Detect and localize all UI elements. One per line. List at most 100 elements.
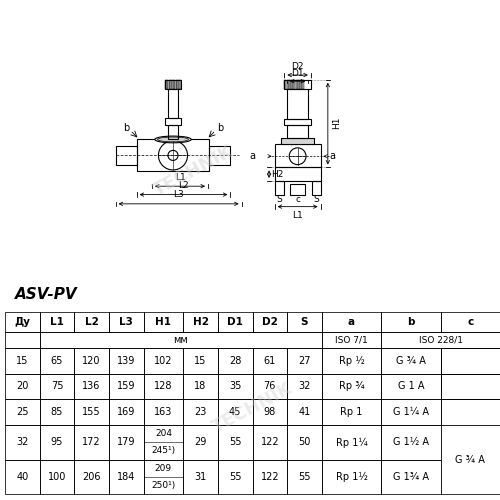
Bar: [381, 426, 440, 460]
Bar: [5, 460, 40, 494]
Text: a: a: [348, 317, 355, 327]
Text: 95: 95: [51, 438, 63, 448]
Bar: [298, 80, 300, 89]
Bar: [440, 374, 500, 400]
Text: L3: L3: [120, 317, 133, 327]
Text: L3: L3: [173, 190, 184, 200]
Bar: [5, 374, 40, 400]
Bar: [440, 312, 500, 332]
Bar: [252, 460, 287, 494]
Text: ISO 228/1: ISO 228/1: [418, 335, 463, 344]
Text: H1: H1: [156, 317, 172, 327]
Bar: [5, 312, 40, 332]
Bar: [165, 118, 181, 125]
Bar: [5, 332, 40, 347]
Bar: [40, 312, 74, 332]
Bar: [284, 80, 286, 89]
Bar: [144, 460, 183, 494]
Bar: [136, 140, 210, 172]
Bar: [172, 80, 174, 89]
Bar: [440, 348, 500, 374]
Text: 139: 139: [117, 356, 136, 366]
Text: 250¹): 250¹): [152, 480, 176, 490]
Text: 18: 18: [194, 382, 206, 392]
Bar: [322, 426, 381, 460]
Text: L2: L2: [84, 317, 98, 327]
Text: D2: D2: [262, 317, 278, 327]
Text: 41: 41: [298, 408, 310, 418]
Text: Rp 1½: Rp 1½: [336, 472, 368, 482]
Text: 15: 15: [16, 356, 28, 366]
Bar: [291, 80, 293, 89]
Text: c: c: [467, 317, 473, 327]
Text: 29: 29: [194, 438, 206, 448]
Bar: [218, 460, 252, 494]
Text: L1: L1: [174, 172, 186, 182]
Text: 122: 122: [260, 472, 279, 482]
Bar: [284, 118, 311, 126]
Text: S: S: [313, 195, 319, 204]
Bar: [165, 80, 166, 89]
Bar: [74, 400, 109, 425]
Text: b: b: [217, 122, 223, 132]
Text: 40: 40: [16, 472, 28, 482]
Bar: [74, 460, 109, 494]
Text: a: a: [329, 151, 335, 161]
Bar: [284, 80, 311, 89]
Text: 204: 204: [155, 430, 172, 438]
Text: 23: 23: [194, 408, 206, 418]
Ellipse shape: [158, 137, 188, 142]
Text: 61: 61: [264, 356, 276, 366]
Bar: [440, 374, 500, 400]
Bar: [300, 80, 302, 89]
Text: 15: 15: [194, 356, 206, 366]
Text: 98: 98: [264, 408, 276, 418]
Text: G 1¼ A: G 1¼ A: [393, 408, 429, 418]
Bar: [40, 332, 322, 347]
Text: H2: H2: [272, 170, 283, 178]
Text: ASV-PV: ASV-PV: [15, 286, 78, 302]
Bar: [218, 400, 252, 425]
Bar: [5, 348, 40, 374]
Text: 75: 75: [50, 382, 63, 392]
Bar: [167, 80, 168, 89]
Bar: [289, 80, 291, 89]
Text: 172: 172: [82, 438, 101, 448]
Bar: [109, 348, 144, 374]
Bar: [322, 460, 381, 494]
Bar: [40, 460, 74, 494]
Text: Rp 1: Rp 1: [340, 408, 362, 418]
Bar: [282, 138, 314, 144]
Text: 55: 55: [229, 438, 241, 448]
Text: b: b: [407, 317, 414, 327]
Bar: [109, 312, 144, 332]
Bar: [287, 312, 322, 332]
Bar: [218, 312, 252, 332]
Text: 155: 155: [82, 408, 101, 418]
Bar: [168, 89, 178, 118]
Text: L1: L1: [292, 211, 303, 220]
Bar: [381, 312, 440, 332]
Bar: [252, 400, 287, 425]
Bar: [440, 348, 500, 374]
Text: 100: 100: [48, 472, 66, 482]
Bar: [274, 181, 283, 196]
Bar: [302, 80, 304, 89]
Bar: [183, 426, 218, 460]
Bar: [312, 181, 320, 196]
Bar: [322, 400, 381, 425]
Bar: [40, 374, 74, 400]
Bar: [74, 426, 109, 460]
Bar: [294, 80, 296, 89]
Text: 25: 25: [16, 408, 28, 418]
Text: 28: 28: [229, 356, 241, 366]
Text: 136: 136: [82, 382, 101, 392]
Text: 169: 169: [117, 408, 136, 418]
Text: 55: 55: [298, 472, 310, 482]
Bar: [144, 426, 183, 460]
Bar: [252, 312, 287, 332]
Bar: [176, 80, 177, 89]
Bar: [287, 348, 322, 374]
Text: H1: H1: [332, 117, 341, 130]
Bar: [287, 400, 322, 425]
